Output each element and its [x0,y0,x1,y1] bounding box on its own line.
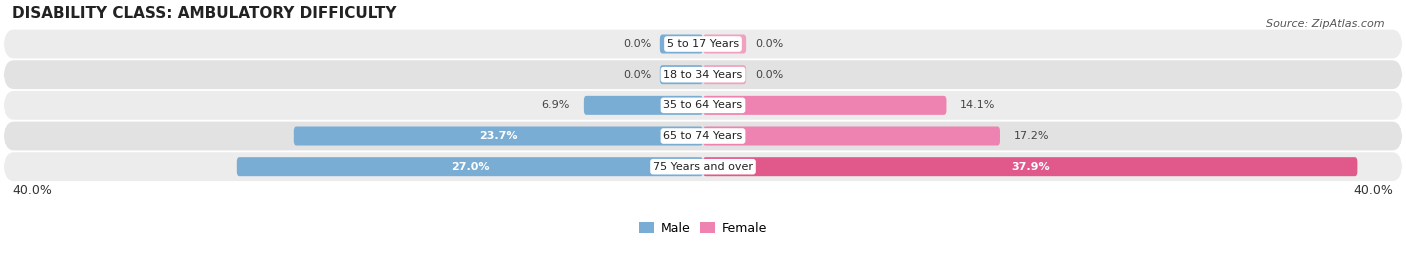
Text: 37.9%: 37.9% [1011,162,1049,172]
Text: DISABILITY CLASS: AMBULATORY DIFFICULTY: DISABILITY CLASS: AMBULATORY DIFFICULTY [13,6,396,21]
Text: 17.2%: 17.2% [1014,131,1049,141]
Text: 6.9%: 6.9% [541,100,569,110]
FancyBboxPatch shape [4,122,1402,150]
FancyBboxPatch shape [294,126,703,146]
Text: 23.7%: 23.7% [479,131,517,141]
Text: 75 Years and over: 75 Years and over [652,162,754,172]
Text: 40.0%: 40.0% [1354,184,1393,198]
FancyBboxPatch shape [703,35,747,54]
FancyBboxPatch shape [4,152,1402,181]
Text: 0.0%: 0.0% [755,39,783,49]
Text: 65 to 74 Years: 65 to 74 Years [664,131,742,141]
FancyBboxPatch shape [4,60,1402,89]
FancyBboxPatch shape [703,96,946,115]
Text: 14.1%: 14.1% [960,100,995,110]
Text: 0.0%: 0.0% [623,70,651,80]
Text: 0.0%: 0.0% [623,39,651,49]
FancyBboxPatch shape [703,126,1000,146]
FancyBboxPatch shape [583,96,703,115]
FancyBboxPatch shape [659,65,703,84]
Text: 0.0%: 0.0% [755,70,783,80]
Text: 27.0%: 27.0% [451,162,489,172]
Text: Source: ZipAtlas.com: Source: ZipAtlas.com [1267,19,1385,29]
Text: 40.0%: 40.0% [13,184,52,198]
Text: 5 to 17 Years: 5 to 17 Years [666,39,740,49]
Text: 18 to 34 Years: 18 to 34 Years [664,70,742,80]
FancyBboxPatch shape [4,91,1402,120]
FancyBboxPatch shape [4,29,1402,58]
FancyBboxPatch shape [236,157,703,176]
FancyBboxPatch shape [703,65,747,84]
FancyBboxPatch shape [703,157,1357,176]
FancyBboxPatch shape [659,35,703,54]
Text: 35 to 64 Years: 35 to 64 Years [664,100,742,110]
Legend: Male, Female: Male, Female [634,217,772,240]
